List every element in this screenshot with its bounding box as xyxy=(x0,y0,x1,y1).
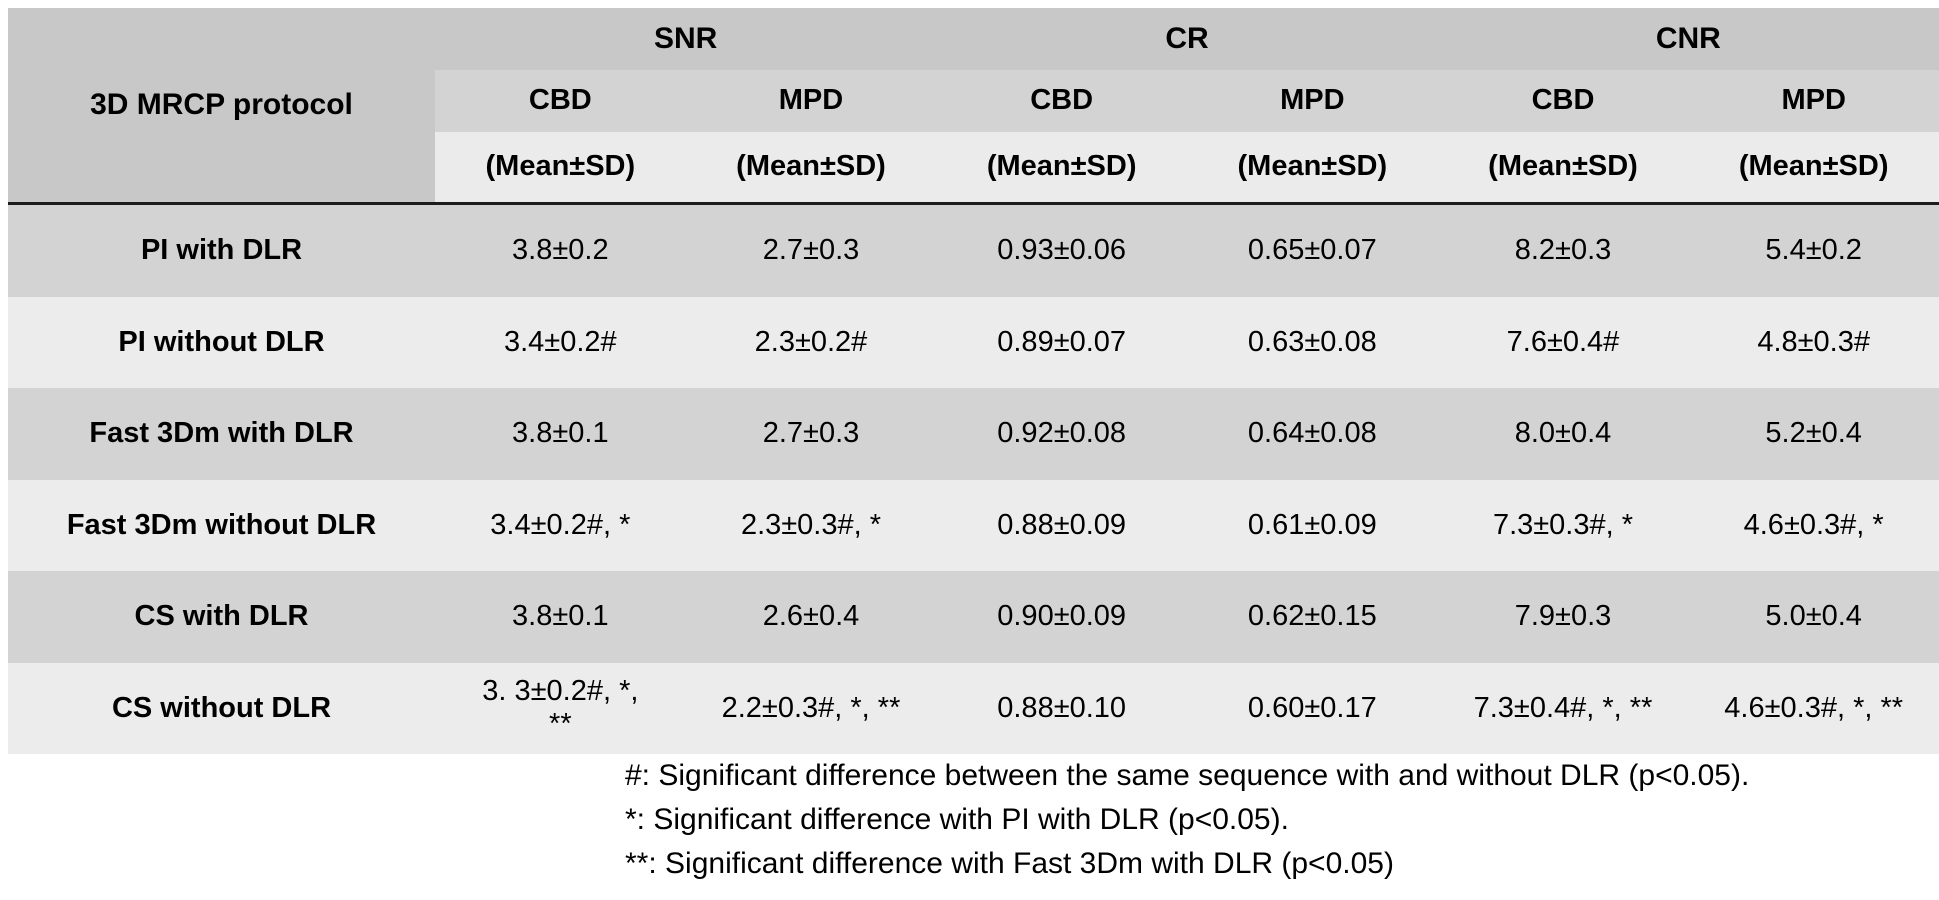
unit-label: (Mean±SD) xyxy=(1187,132,1438,202)
data-cell: 0.93±0.06 xyxy=(936,205,1187,297)
data-cell: 5.2±0.4 xyxy=(1688,388,1939,480)
results-table: 3D MRCP protocol SNR CR CNR CBD MPD CBD … xyxy=(8,8,1939,754)
data-cell: 3.4±0.2#, * xyxy=(435,479,686,571)
group-header-cnr: CNR xyxy=(1437,8,1939,70)
row-label: PI with DLR xyxy=(8,205,435,297)
data-cell: 7.3±0.4#, *, ** xyxy=(1437,662,1689,754)
data-cell: 5.4±0.2 xyxy=(1688,205,1939,297)
data-cell: 4.8±0.3# xyxy=(1688,296,1939,388)
row-label: CS without DLR xyxy=(8,662,435,754)
data-cell: 2.6±0.4 xyxy=(685,571,937,663)
group-header-cr: CR xyxy=(936,8,1438,70)
data-cell: 8.2±0.3 xyxy=(1437,205,1689,297)
data-cell: 0.88±0.09 xyxy=(936,479,1187,571)
unit-label: (Mean±SD) xyxy=(685,132,937,202)
data-cell: 2.2±0.3#, *, ** xyxy=(685,662,937,754)
data-cell: 0.61±0.09 xyxy=(1187,479,1438,571)
column-header-cnr-mpd: MPD xyxy=(1688,70,1939,132)
data-cell: 3. 3±0.2#, *, ** xyxy=(435,662,686,754)
row-label: Fast 3Dm without DLR xyxy=(8,479,435,571)
data-cell: 4.6±0.3#, *, ** xyxy=(1688,662,1939,754)
data-cell: 5.0±0.4 xyxy=(1688,571,1939,663)
footnotes: #: Significant difference between the sa… xyxy=(625,754,1749,886)
data-cell: 2.3±0.3#, * xyxy=(685,479,937,571)
data-cell: 3.4±0.2# xyxy=(435,296,686,388)
data-cell: 2.7±0.3 xyxy=(685,388,937,480)
data-cell: 7.6±0.4# xyxy=(1437,296,1689,388)
footnote-hash: #: Significant difference between the sa… xyxy=(625,759,1750,792)
unit-label: (Mean±SD) xyxy=(936,132,1187,202)
data-cell: 3.8±0.2 xyxy=(435,205,686,297)
header-rule xyxy=(8,202,1939,205)
data-cell: 0.88±0.10 xyxy=(936,662,1187,754)
column-header-snr-cbd: CBD xyxy=(435,70,686,132)
column-header-cr-mpd: MPD xyxy=(1187,70,1438,132)
footnote-double-star: **: Significant difference with Fast 3Dm… xyxy=(625,847,1394,880)
data-cell: 7.9±0.3 xyxy=(1437,571,1689,663)
row-label: CS with DLR xyxy=(8,571,435,663)
data-cell: 3.8±0.1 xyxy=(435,571,686,663)
unit-label: (Mean±SD) xyxy=(1437,132,1689,202)
data-cell: 0.65±0.07 xyxy=(1187,205,1438,297)
row-label: PI without DLR xyxy=(8,296,435,388)
data-cell: 0.62±0.15 xyxy=(1187,571,1438,663)
group-header-snr: SNR xyxy=(435,8,937,70)
data-cell: 0.90±0.09 xyxy=(936,571,1187,663)
unit-label: (Mean±SD) xyxy=(1688,132,1939,202)
data-cell: 7.3±0.3#, * xyxy=(1437,479,1689,571)
data-cell: 3.8±0.1 xyxy=(435,388,686,480)
data-cell: 0.89±0.07 xyxy=(936,296,1187,388)
data-cell: 8.0±0.4 xyxy=(1437,388,1689,480)
data-cell: 0.60±0.17 xyxy=(1187,662,1438,754)
data-cell: 2.3±0.2# xyxy=(685,296,937,388)
column-header-snr-mpd: MPD xyxy=(685,70,937,132)
data-cell: 2.7±0.3 xyxy=(685,205,937,297)
data-cell: 0.63±0.08 xyxy=(1187,296,1438,388)
footnote-star: *: Significant difference with PI with D… xyxy=(625,803,1289,836)
unit-label: (Mean±SD) xyxy=(435,132,686,202)
data-cell: 0.92±0.08 xyxy=(936,388,1187,480)
row-label: Fast 3Dm with DLR xyxy=(8,388,435,480)
column-header-cnr-cbd: CBD xyxy=(1437,70,1689,132)
data-cell: 4.6±0.3#, * xyxy=(1688,479,1939,571)
column-header-cr-cbd: CBD xyxy=(936,70,1187,132)
data-cell: 0.64±0.08 xyxy=(1187,388,1438,480)
corner-header: 3D MRCP protocol xyxy=(8,8,435,202)
